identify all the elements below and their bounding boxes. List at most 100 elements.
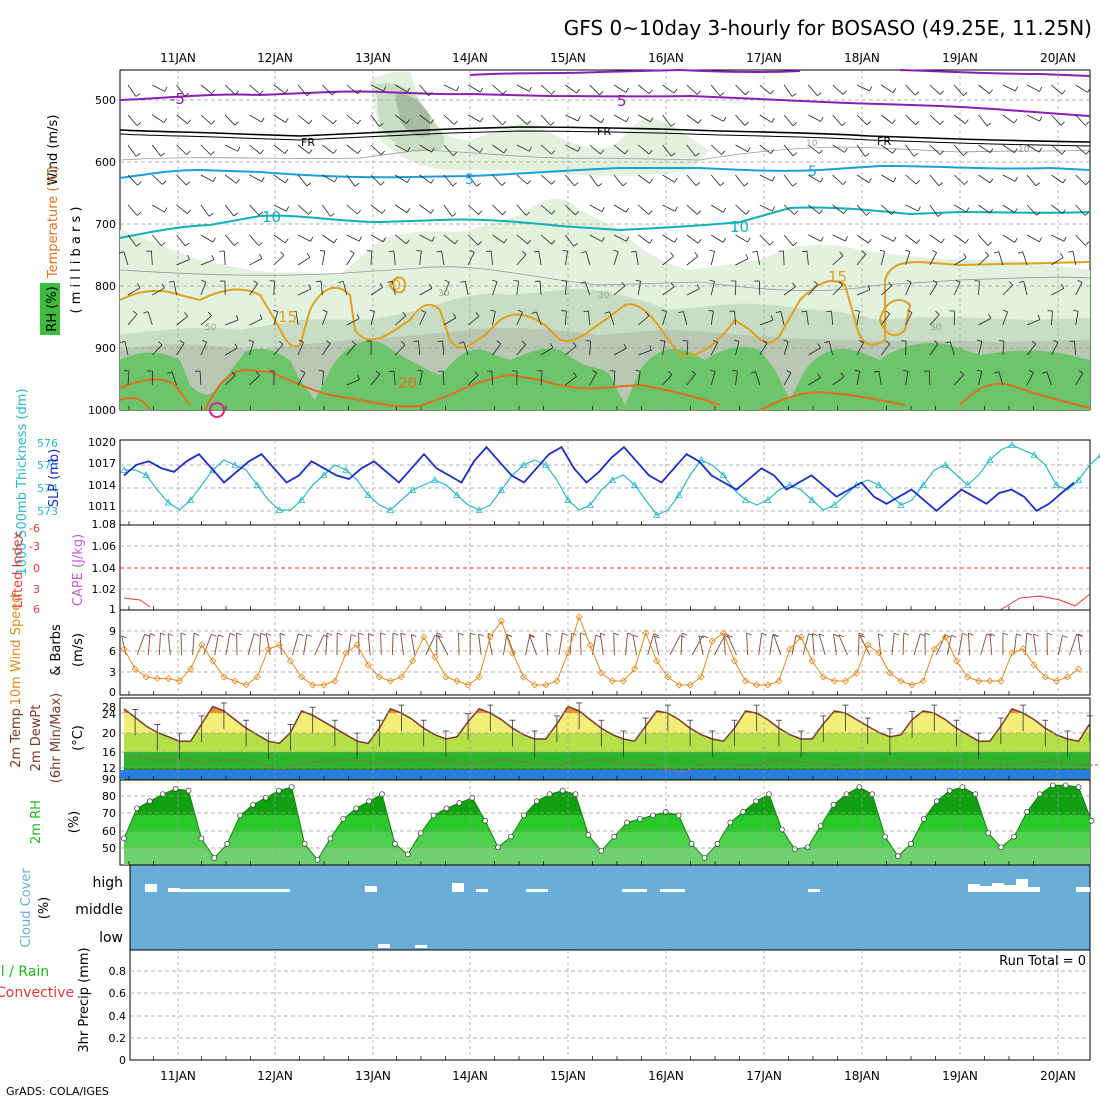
wind-barb-flag	[993, 251, 999, 254]
wind-barb	[1026, 372, 1034, 386]
wind-barb-flag	[819, 209, 823, 214]
wind-barb-flag	[160, 242, 166, 247]
rh2m-line	[123, 784, 1092, 861]
wind-barb	[637, 281, 641, 296]
thickness-marker	[253, 481, 261, 488]
cape-grid	[120, 525, 1090, 610]
wind-barb-flag	[635, 279, 641, 282]
rh-marker	[288, 784, 295, 790]
wind-barb-flag	[1068, 250, 1074, 253]
wind-barb	[638, 234, 650, 244]
rh-marker	[533, 798, 540, 805]
wind-barb	[418, 341, 420, 356]
wind10m-barb	[691, 635, 704, 656]
wind-marker	[431, 653, 439, 661]
wind-barb	[419, 234, 433, 242]
wind-barb-flag	[167, 371, 173, 374]
wind-barb-flag	[673, 88, 678, 94]
wind10m-barb	[502, 634, 508, 656]
wind-barb-flag	[868, 178, 872, 183]
wind-barb	[540, 347, 554, 356]
wind-barb-flag	[405, 239, 410, 245]
wind10m-barb	[579, 632, 582, 656]
wind-barb-flag	[119, 340, 125, 343]
wind-barb	[808, 234, 822, 242]
wind-barb-flag	[985, 251, 990, 256]
wind-barb-flag	[1062, 178, 1067, 184]
thickness-marker	[653, 511, 661, 518]
wind-marker	[242, 681, 250, 689]
wind-marker	[420, 633, 428, 641]
wind-barb-flag	[380, 150, 385, 155]
wind-barb-flag	[261, 117, 265, 123]
wind-barb-flag	[674, 237, 678, 243]
wind-barb	[686, 144, 696, 157]
tick-label: 9	[109, 625, 116, 638]
rh-marker	[521, 812, 527, 819]
wind-marker	[642, 629, 650, 637]
label-10b: 10	[730, 218, 749, 236]
wind-barb	[467, 234, 479, 246]
wind-marker	[1075, 665, 1083, 673]
rh-marker	[340, 816, 347, 822]
wind-barb-flag	[1035, 182, 1041, 187]
wind-barb	[880, 343, 891, 356]
wind10m-markers	[120, 613, 1083, 689]
thickness-marker	[475, 506, 483, 513]
label-15a: 15	[278, 308, 297, 326]
wind10m-barb-flag	[681, 632, 688, 636]
contour-10	[119, 206, 1091, 239]
wind-barb	[856, 204, 867, 216]
wind-barb	[613, 174, 624, 187]
wind-barb	[1051, 234, 1065, 242]
wind-barb-flag	[333, 149, 337, 154]
wind-barb	[832, 234, 846, 242]
wind-barb-flag	[792, 152, 798, 157]
thickness-marker	[275, 506, 284, 513]
wind-barb-flag	[674, 206, 678, 212]
wind10m-barb	[136, 634, 146, 656]
wind-barb-flag	[987, 241, 992, 246]
wind10m-barb-flag	[470, 632, 476, 636]
wind-barb	[613, 234, 627, 242]
wind-barb	[759, 114, 772, 123]
wind-barb	[273, 234, 286, 244]
wind-barb	[467, 204, 479, 215]
wind-barb-flag	[378, 123, 384, 127]
wind-barb-flag	[453, 120, 458, 125]
wind-barb	[584, 281, 591, 296]
wind-barb	[273, 144, 286, 154]
wind10m-barb	[613, 633, 615, 656]
wind-barb	[176, 114, 188, 124]
wind-barb	[297, 174, 308, 187]
top-date-labels: 11JAN 12JAN 13JAN 14JAN 15JAN 16JAN 17JAN 18JAN…	[160, 51, 1076, 65]
wind-barb-flag	[745, 254, 749, 259]
wind-barb	[856, 144, 866, 157]
rh-marker	[766, 791, 772, 798]
wind-barb	[613, 114, 627, 123]
wind-barb	[492, 204, 503, 216]
wind-barb	[1075, 144, 1087, 155]
wind-barb	[419, 114, 432, 124]
rh-contour-30	[119, 266, 1091, 291]
precip-grid	[130, 950, 1090, 1060]
wind-barb	[419, 251, 422, 266]
wind-barb	[1002, 144, 1015, 154]
wind10m-barb-flag	[478, 633, 484, 637]
wind-barb	[467, 174, 477, 187]
wind-barb	[832, 114, 843, 126]
rh-dark-top	[395, 93, 430, 137]
wind-barb	[540, 234, 552, 245]
tick-label: 12	[102, 762, 116, 775]
wind-barb	[759, 342, 768, 356]
wind-barb	[395, 204, 408, 213]
thickness-marker	[164, 498, 173, 506]
wind10m-barb	[214, 634, 219, 656]
wind-barb	[638, 144, 650, 155]
contour-20	[119, 368, 1091, 411]
wind-marker	[1030, 661, 1038, 669]
wind-barb-flag	[332, 119, 337, 125]
wind10m-barb-flag	[437, 635, 443, 638]
wind-barb	[1051, 311, 1053, 326]
wind-barb-flag	[866, 121, 871, 126]
